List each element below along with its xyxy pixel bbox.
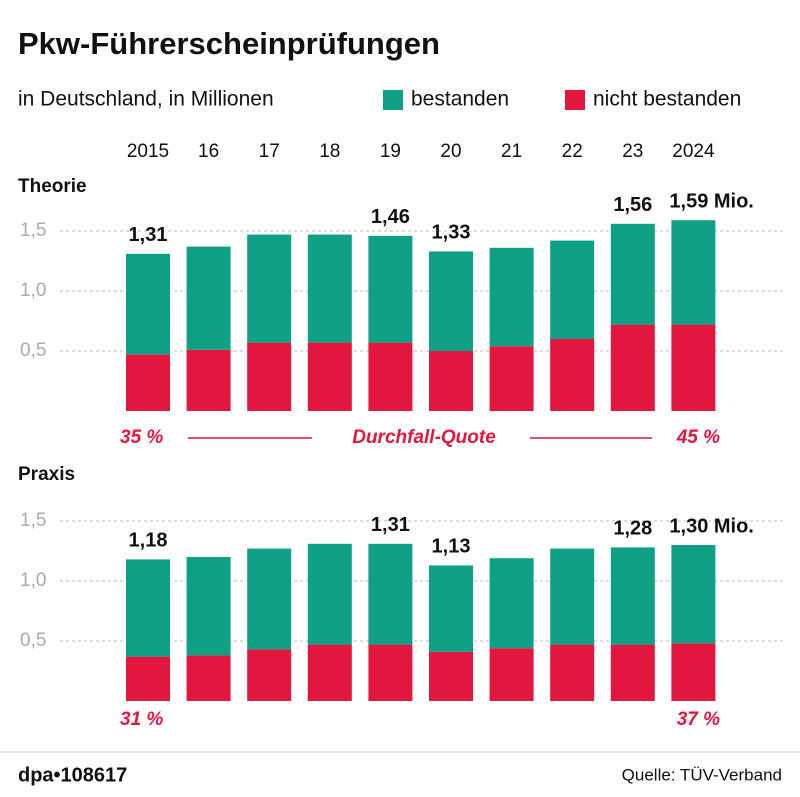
x-tick-label: 19 xyxy=(380,141,401,162)
credit: dpa•108617 xyxy=(18,764,127,786)
x-tick-label: 17 xyxy=(259,141,280,162)
total-label: 1,59 Mio. xyxy=(669,190,753,212)
bar-segment xyxy=(489,558,534,649)
bar-segment xyxy=(307,342,352,411)
y-tick-label: 1,0 xyxy=(20,570,46,591)
x-tick-label: 16 xyxy=(198,141,219,162)
y-tick-label: 1,5 xyxy=(20,510,46,531)
rate-caption: Durchfall-Quote xyxy=(352,427,496,448)
bar-segment xyxy=(489,346,534,411)
bar-segment xyxy=(247,649,292,701)
total-label: 1,13 xyxy=(432,536,471,558)
total-label: 1,46 xyxy=(371,206,410,228)
bar-segment xyxy=(610,547,655,645)
subtitle: in Deutschland, in Millionen xyxy=(18,88,274,111)
bar-segment xyxy=(368,342,413,411)
total-label: 1,56 xyxy=(613,194,652,216)
bar-segment xyxy=(368,644,413,701)
x-tick-label: 20 xyxy=(440,141,461,162)
bar-segment xyxy=(429,651,473,701)
y-tick-label: 1,5 xyxy=(20,220,46,241)
total-label: 1,28 xyxy=(613,518,652,540)
bar-segment xyxy=(368,235,413,343)
chart-title: Theorie xyxy=(18,176,87,197)
bar-segment xyxy=(489,247,534,347)
bar-segment xyxy=(550,644,595,701)
legend-label: bestanden xyxy=(411,88,509,111)
total-label: 1,18 xyxy=(129,530,168,552)
rate-label: 37 % xyxy=(677,709,720,730)
legend-swatch xyxy=(383,90,403,110)
legend-label: nicht bestanden xyxy=(593,88,741,111)
bar-segment xyxy=(550,548,595,645)
bar-segment xyxy=(550,339,595,411)
total-label: 1,31 xyxy=(371,514,410,536)
y-tick-label: 1,0 xyxy=(20,280,46,301)
rate-label: 45 % xyxy=(676,427,720,448)
bar-segment xyxy=(126,253,170,355)
bar-segment xyxy=(671,324,716,411)
bar-segment xyxy=(610,324,655,411)
x-tick-label: 22 xyxy=(562,141,583,162)
bar-segment xyxy=(186,349,231,411)
bar-segment xyxy=(610,223,655,325)
x-tick-label: 21 xyxy=(501,141,522,162)
bar-segment xyxy=(610,644,655,701)
bar-segment xyxy=(126,354,170,411)
rate-label: 35 % xyxy=(120,427,163,448)
bar-segment xyxy=(307,543,352,645)
bar-segment xyxy=(247,548,292,650)
bar-segment xyxy=(550,240,595,339)
bar-segment xyxy=(186,246,231,350)
bar-segment xyxy=(186,557,231,656)
x-tick-label: 2015 xyxy=(127,141,169,162)
x-tick-label: 2024 xyxy=(672,141,715,162)
bar-segment xyxy=(671,220,716,325)
bar-segment xyxy=(247,234,292,343)
bar-segment xyxy=(126,656,170,701)
bar-segment xyxy=(307,644,352,701)
rate-label: 31 % xyxy=(120,709,163,730)
bar-segment xyxy=(307,234,352,343)
total-label: 1,33 xyxy=(432,222,471,244)
x-tick-label: 23 xyxy=(622,141,643,162)
x-tick-label: 18 xyxy=(319,141,340,162)
bar-segment xyxy=(368,543,413,645)
chart-title: Praxis xyxy=(18,464,75,485)
title: Pkw-Führerscheinprüfungen xyxy=(18,26,440,61)
bar-segment xyxy=(671,545,716,644)
total-label: 1,31 xyxy=(129,224,168,246)
bar-segment xyxy=(429,565,473,652)
source: Quelle: TÜV-Verband xyxy=(622,765,782,784)
bar-segment xyxy=(429,351,473,411)
total-label: 1,30 Mio. xyxy=(669,515,753,537)
y-tick-label: 0,5 xyxy=(20,340,46,361)
bar-segment xyxy=(126,559,170,657)
y-tick-label: 0,5 xyxy=(20,630,46,651)
bar-segment xyxy=(671,643,716,701)
bar-segment xyxy=(429,251,473,351)
bar-segment xyxy=(489,648,534,701)
legend-swatch xyxy=(565,90,585,110)
bar-segment xyxy=(186,655,231,701)
bar-segment xyxy=(247,342,292,411)
